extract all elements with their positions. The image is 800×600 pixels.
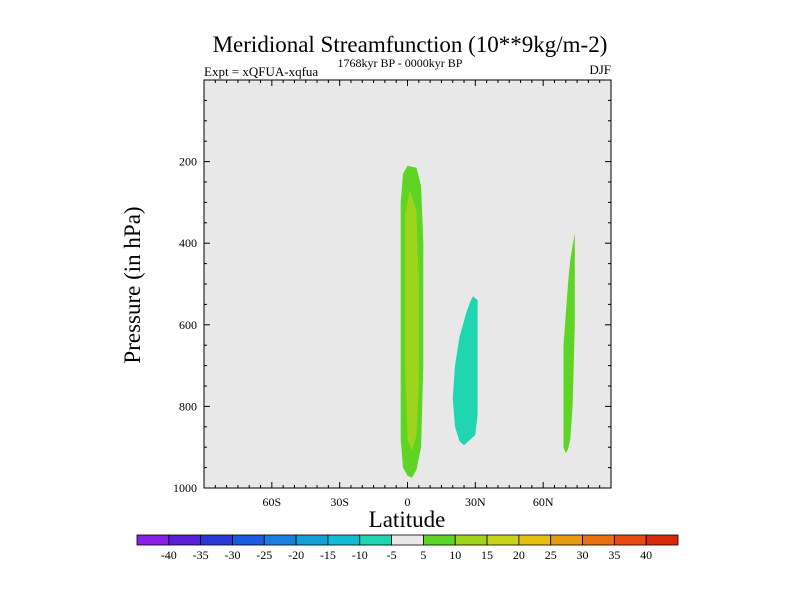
y-tick-label: 400 [179, 236, 197, 250]
region-high-latitude-positive-cell [563, 233, 575, 454]
colorbar-label: 5 [420, 548, 426, 562]
colorbar-label: 40 [640, 548, 652, 562]
colorbar-swatch [391, 534, 424, 546]
x-tick-label: 60S [262, 495, 281, 509]
colorbar-swatch [232, 534, 265, 546]
y-tick-label: 1000 [173, 481, 197, 495]
colorbar-swatch [518, 534, 552, 546]
period-label: 1768kyr BP - 0000kyr BP [338, 56, 463, 70]
colorbar-label: -40 [161, 548, 177, 562]
colorbar-swatch [454, 534, 488, 546]
colorbar-label: -20 [288, 548, 304, 562]
colorbar-label: -10 [352, 548, 368, 562]
x-tick-label: 0 [405, 495, 411, 509]
x-tick-label: 30N [465, 495, 486, 509]
colorbar-label: 15 [481, 548, 493, 562]
colorbar-label: -5 [387, 548, 397, 562]
colorbar-swatch [295, 534, 329, 546]
y-tick-label: 200 [179, 155, 197, 169]
colorbar-swatch [423, 534, 456, 546]
colorbar-label: 30 [577, 548, 589, 562]
colorbar-swatch [263, 534, 297, 546]
experiment-label: Expt = xQFUA-xqfua [204, 64, 318, 79]
colorbar-label: -25 [256, 548, 272, 562]
colorbar-label: 25 [545, 548, 557, 562]
colorbar-swatch [136, 534, 170, 546]
colorbar-swatch [200, 534, 233, 546]
region-equatorial-core [405, 190, 419, 452]
x-tick-label: 60N [533, 495, 554, 509]
colorbar-swatch [359, 534, 392, 546]
x-tick-label: 30S [330, 495, 349, 509]
colorbar-label: 20 [513, 548, 525, 562]
colorbar-swatch [645, 534, 679, 546]
chart-title: Meridional Streamfunction (10**9kg/m-2) [213, 32, 608, 57]
y-axis: 200 400 600 800 1000 [173, 79, 611, 495]
colorbar-swatch [327, 534, 361, 546]
y-tick-label: 800 [179, 399, 197, 413]
x-axis-label: Latitude [369, 507, 446, 532]
season-label: DJF [589, 62, 611, 77]
colorbar-swatch [486, 534, 520, 546]
colorbar-label: 10 [449, 548, 461, 562]
colorbar-swatch [550, 534, 583, 546]
colorbar-label: 35 [608, 548, 620, 562]
contour-regions [400, 165, 575, 478]
colorbar-swatch [582, 534, 615, 546]
colorbar-label: -35 [193, 548, 209, 562]
colorbar: -40 -35 -30 -25 -20 -15 -10 -5 5 10 15 20 25 30 35 40 [136, 534, 679, 562]
colorbar-label: -30 [224, 548, 240, 562]
y-axis-label: Pressure (in hPa) [120, 206, 145, 363]
colorbar-swatch [613, 534, 647, 546]
colorbar-label: -15 [320, 548, 336, 562]
x-axis: 60S 30S 0 30N 60N [203, 80, 612, 509]
y-tick-label: 600 [179, 318, 197, 332]
colorbar-swatch [168, 534, 202, 546]
region-subtropical-negative-cell [452, 296, 478, 446]
